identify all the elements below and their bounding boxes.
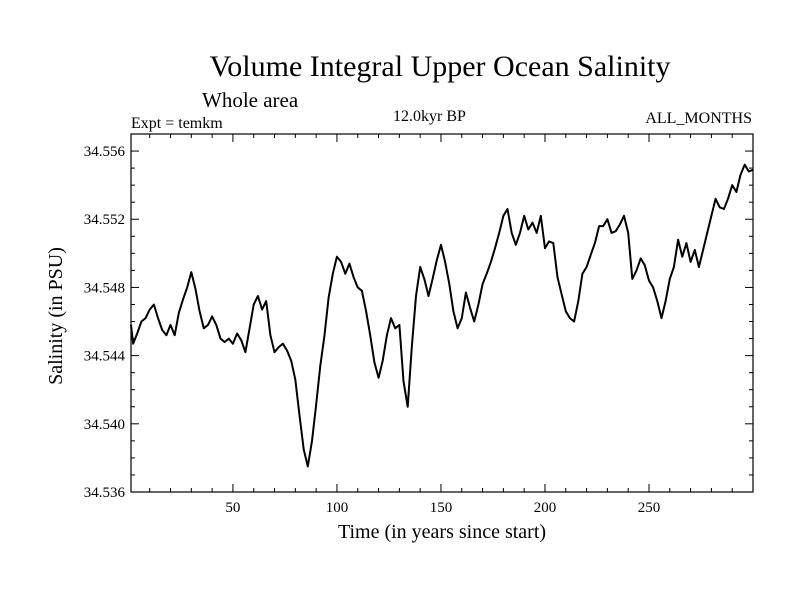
plot-frame	[130, 133, 754, 493]
x-tick-label: 200	[534, 500, 557, 516]
y-tick-label: 34.544	[84, 349, 126, 365]
y-axis-label: Salinity (in PSU)	[45, 247, 67, 385]
chart-subtitle: Whole area	[202, 88, 299, 112]
y-tick-label: 34.556	[84, 144, 126, 160]
experiment-label: Expt = temkm	[131, 115, 223, 132]
x-tick-label: 250	[638, 500, 661, 516]
y-tick-label: 34.548	[84, 280, 125, 296]
x-tick-label: 100	[326, 500, 349, 516]
y-tick-label: 34.552	[84, 212, 125, 228]
x-axis-label: Time (in years since start)	[338, 521, 546, 543]
series-line-salinity	[130, 163, 754, 468]
x-tick-label: 150	[430, 500, 453, 516]
months-label: ALL_MONTHS	[645, 110, 752, 127]
chart-title: Volume Integral Upper Ocean Salinity	[209, 50, 671, 83]
y-tick-label: 34.536	[84, 485, 126, 501]
x-tick-label: 50	[225, 500, 240, 516]
y-tick-label: 34.540	[84, 417, 125, 433]
period-label: 12.0kyr BP	[393, 108, 466, 125]
